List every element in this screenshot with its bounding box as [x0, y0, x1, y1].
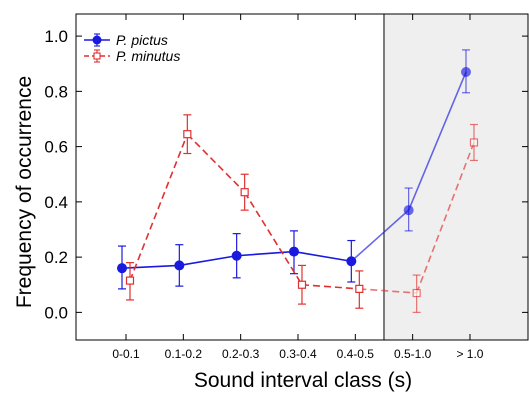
series-line-segment [415, 142, 475, 294]
x-tick-label: 0-0.1 [112, 347, 140, 361]
y-tick-label: 0.2 [44, 248, 68, 267]
data-point [297, 280, 307, 289]
legend-label: P. pictus [116, 32, 168, 48]
y-tick-label: 0.8 [44, 82, 68, 101]
series-line-segment [301, 283, 360, 290]
x-tick-label: 0.2-0.3 [222, 347, 260, 361]
data-point [412, 288, 421, 298]
data-point [117, 263, 127, 274]
series-line-segment [129, 133, 189, 281]
series-line-segment [359, 288, 417, 294]
x-axis-label: Sound interval class (s) [194, 369, 412, 392]
shaded-region [383, 14, 528, 340]
x-tick-label: 0.5-1.0 [394, 347, 432, 361]
legend-item: P. pictus [84, 32, 168, 48]
series-layer [117, 49, 479, 313]
y-axis-label: Frequency of occurrence [13, 76, 36, 308]
data-point [174, 260, 185, 271]
y-tick-label: 0.0 [44, 303, 68, 322]
y-tick-label: 0.4 [44, 193, 68, 212]
series-line-segment [407, 71, 467, 211]
legend-label: P. minutus [116, 48, 180, 64]
data-point [460, 67, 471, 78]
series-p-minutus [125, 114, 479, 313]
x-tick-label: > 1.0 [456, 347, 483, 361]
legend-item: P. minutus [84, 48, 180, 64]
data-point [355, 284, 364, 293]
series-line-segment [121, 264, 180, 269]
series-line-segment [350, 209, 410, 262]
data-point [346, 256, 357, 267]
y-tick-label: 1.0 [44, 27, 68, 46]
series-line-segment [293, 250, 352, 263]
data-point [125, 276, 135, 285]
series-p-pictus [117, 49, 471, 290]
axes: 0.0 0.2 0.4 0.6 0.8 1.0 0-0.1 0.1-0.2 0.2-0.3 0.3… [44, 13, 529, 361]
series-line-segment [243, 191, 303, 286]
y-tick-label: 0.6 [44, 138, 68, 157]
x-tick-label: 0.3-0.4 [279, 347, 317, 361]
series-line-segment [186, 133, 246, 193]
plot-area [383, 14, 528, 340]
series-line-segment [236, 250, 295, 257]
data-point [240, 188, 249, 197]
data-point [183, 130, 192, 139]
x-tick-label: 0.4-0.5 [337, 347, 375, 361]
legend-marker [93, 52, 101, 60]
plot-frame [75, 13, 529, 341]
data-point [288, 246, 299, 257]
data-point [231, 250, 242, 261]
data-point [403, 205, 414, 216]
series-line-segment [179, 254, 237, 267]
legend-marker [92, 35, 102, 45]
x-tick-label: 0.1-0.2 [165, 347, 203, 361]
data-point [469, 138, 479, 147]
